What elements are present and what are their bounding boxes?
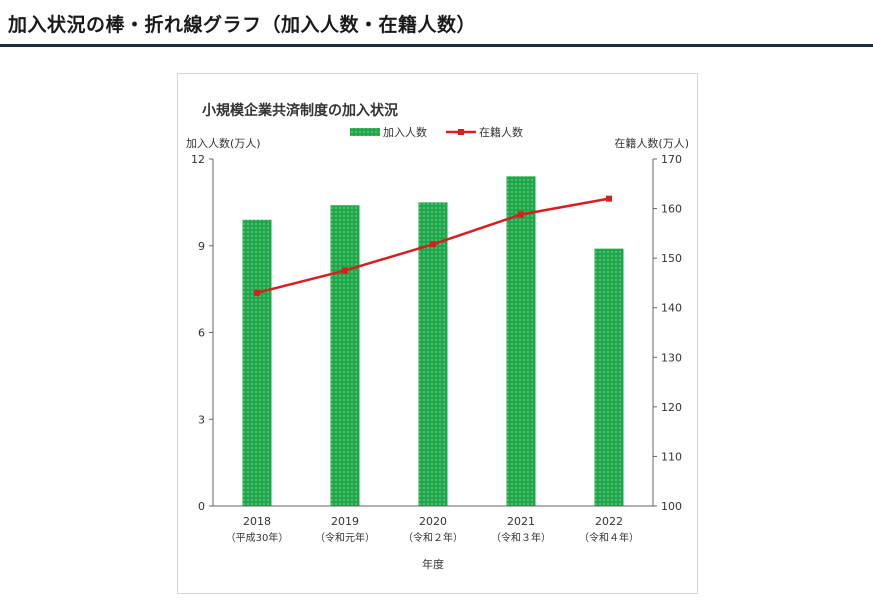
line-series xyxy=(254,195,612,296)
x-tick-label: 2022 xyxy=(595,515,623,528)
y-left-tick-label: 6 xyxy=(198,327,205,340)
y-left-tick-label: 3 xyxy=(198,413,205,426)
bar-2022 xyxy=(594,248,624,506)
line-point-2019 xyxy=(342,267,348,274)
x-tick-label: 2021 xyxy=(507,515,535,528)
bar-series xyxy=(242,176,624,506)
bar-2021 xyxy=(506,176,536,506)
line-point-2018 xyxy=(254,289,260,296)
x-tick-label: 2019 xyxy=(331,515,359,528)
y-right-tick-label: 110 xyxy=(661,450,682,463)
bar-2020 xyxy=(418,202,448,506)
bar-2018 xyxy=(242,219,272,506)
legend-line-label: 在籍人数 xyxy=(479,125,523,139)
y-right-tick-label: 170 xyxy=(661,153,682,166)
x-tick-label: 2018 xyxy=(243,515,271,528)
y-right-tick-label: 140 xyxy=(661,302,682,315)
x-tick-sublabel: （令和３年） xyxy=(491,531,551,544)
legend: 加入人数 在籍人数 xyxy=(350,125,523,139)
y-right-tick-label: 130 xyxy=(661,351,682,364)
chart-title: 小規模企業共済制度の加入状況 xyxy=(202,102,398,119)
y-right-tick-label: 160 xyxy=(661,203,682,216)
x-tick-label: 2020 xyxy=(419,515,447,528)
y-right-tick-label: 150 xyxy=(661,252,682,265)
page-heading: 加入状況の棒・折れ線グラフ（加入人数・在籍人数） xyxy=(8,14,477,36)
y-left-tick-label: 12 xyxy=(191,153,205,166)
legend-line-marker xyxy=(458,129,464,135)
line-point-2020 xyxy=(430,241,436,248)
y-left-tick-label: 0 xyxy=(198,500,205,513)
x-axis-labels: 2018 （平成30年） 2019 （令和元年） 2020 （令和２年） 2021 （令和３年… xyxy=(226,515,639,544)
y-right-axis-label: 在籍人数(万人) xyxy=(614,136,689,150)
y-left-tick-label: 9 xyxy=(198,240,205,253)
heading-divider xyxy=(0,44,873,47)
line-point-2022 xyxy=(606,195,612,202)
legend-bar-label: 加入人数 xyxy=(383,126,427,139)
y-left-ticks: 0 3 6 9 12 xyxy=(191,153,213,513)
y-right-ticks: 100 110 120 130 140 150 160 170 xyxy=(653,153,682,513)
x-axis-label: 年度 xyxy=(422,557,444,571)
line-point-2021 xyxy=(518,211,524,218)
bar-2019 xyxy=(330,205,360,506)
y-left-axis-label: 加入人数(万人) xyxy=(186,137,261,150)
legend-bar-swatch xyxy=(350,128,380,136)
x-tick-sublabel: （令和元年） xyxy=(315,531,375,544)
x-tick-sublabel: （令和２年） xyxy=(403,531,463,544)
x-tick-sublabel: （平成30年） xyxy=(226,531,289,544)
chart-container: 小規模企業共済制度の加入状況 加入人数 在籍人数 加入人数(万人) 在籍人数(万… xyxy=(177,73,698,594)
y-right-tick-label: 120 xyxy=(661,401,682,414)
combo-chart: 小規模企業共済制度の加入状況 加入人数 在籍人数 加入人数(万人) 在籍人数(万… xyxy=(186,102,689,571)
y-right-tick-label: 100 xyxy=(661,500,682,513)
x-tick-sublabel: （令和４年） xyxy=(579,531,639,544)
